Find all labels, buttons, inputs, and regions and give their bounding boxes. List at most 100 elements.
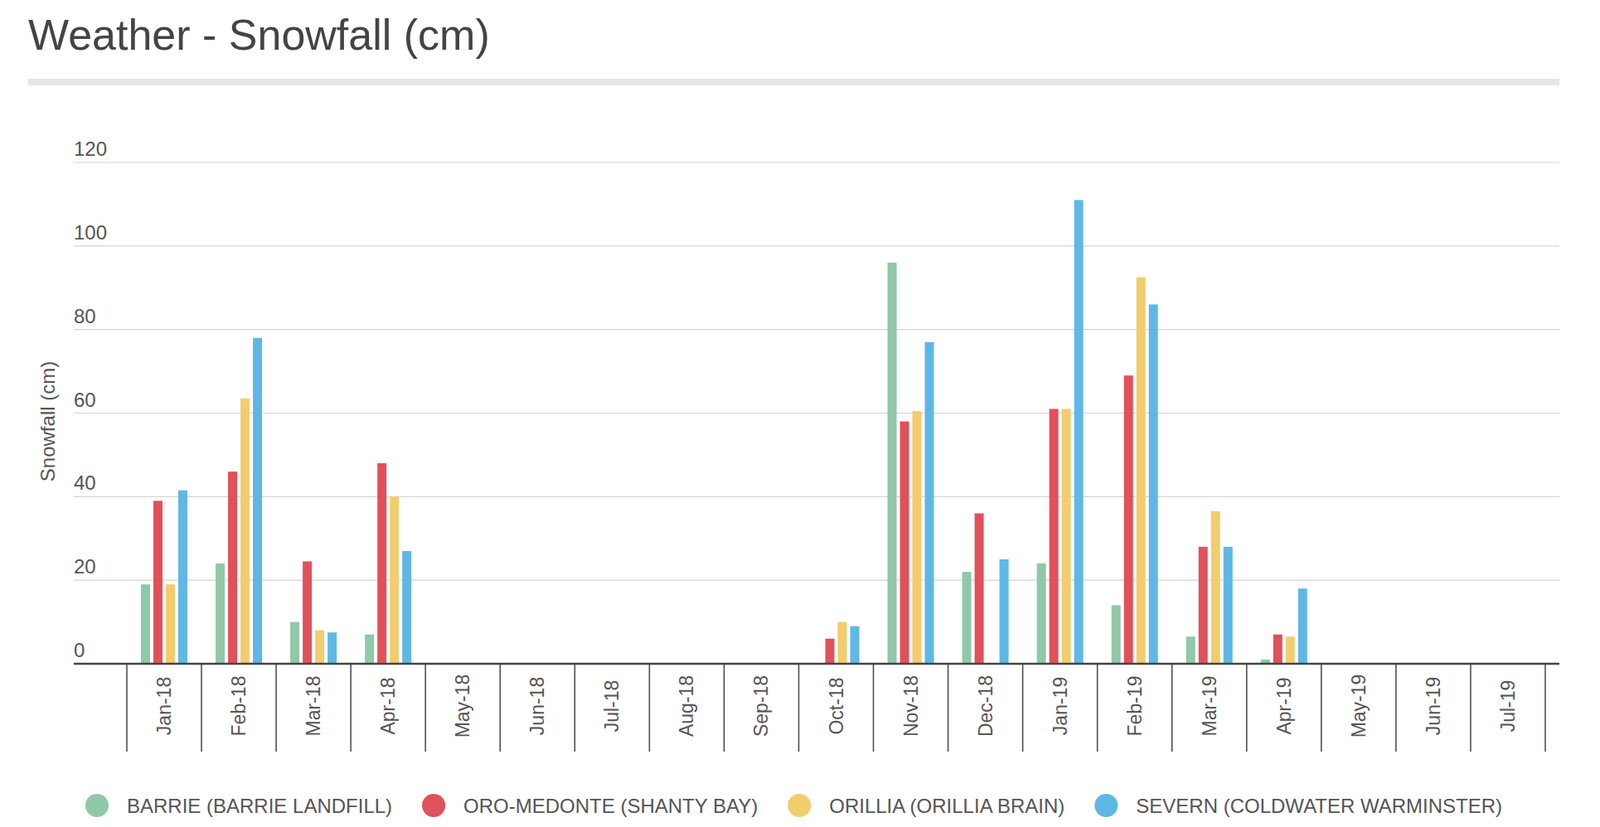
category-separator — [1246, 664, 1248, 752]
category-separator — [1544, 664, 1547, 752]
category-separator — [126, 664, 128, 752]
bar — [838, 622, 848, 665]
x-tick-label: Jan-19 — [1049, 677, 1072, 736]
bar — [912, 411, 922, 665]
y-tick-label: 100 — [73, 221, 107, 244]
y-axis-label: Snowfall (cm) — [36, 361, 59, 482]
category-separator — [723, 664, 726, 752]
grid-line — [73, 663, 1560, 665]
grid-line — [73, 412, 1560, 414]
legend-marker — [85, 794, 109, 818]
bar — [315, 630, 325, 665]
bar — [900, 421, 910, 665]
bar — [1061, 408, 1072, 665]
category-separator — [872, 664, 875, 752]
bar — [153, 500, 163, 665]
y-tick-label: 40 — [73, 471, 97, 495]
bar — [1198, 547, 1208, 665]
x-tick-label: Jan-18 — [153, 677, 175, 736]
x-tick-label: Aug-18 — [675, 675, 698, 737]
x-tick-label: Oct-18 — [825, 677, 848, 735]
legend-marker — [421, 794, 446, 818]
category-separator — [1022, 664, 1024, 752]
grid-line — [73, 329, 1560, 330]
bars — [140, 199, 1308, 665]
bar — [290, 622, 300, 665]
legend-label: ORILLIA (ORILLIA BRAIN) — [829, 795, 1065, 818]
category-separator — [1320, 664, 1323, 752]
category-separator — [947, 664, 950, 752]
bar — [1136, 277, 1146, 665]
bar — [1124, 375, 1134, 665]
category-separator — [649, 664, 651, 752]
bar — [215, 563, 225, 665]
bar — [377, 463, 387, 665]
bar — [1223, 547, 1233, 665]
category-separator — [499, 664, 502, 752]
bar — [140, 584, 151, 665]
x-tick-label: Feb-19 — [1124, 676, 1146, 737]
legend-label: SEVERN (COLDWATER WARMINSTER) — [1135, 795, 1503, 818]
category-separator — [200, 664, 203, 752]
x-tick-label: Jul-18 — [601, 680, 623, 733]
bar — [165, 584, 175, 665]
bar — [1186, 636, 1196, 665]
category-separator — [1395, 664, 1397, 752]
bar — [240, 398, 250, 665]
grid-line — [73, 245, 1560, 247]
category-separator — [1469, 664, 1472, 752]
bar — [1211, 511, 1221, 665]
bar — [1149, 304, 1159, 665]
x-tick-label: Apr-19 — [1273, 677, 1295, 735]
title: Weather - Snowfall (cm) — [28, 10, 490, 59]
bar — [1273, 635, 1283, 665]
y-tick-label: 80 — [73, 305, 97, 328]
x-tick-label: May-18 — [451, 674, 474, 739]
x-tick-label: Apr-18 — [377, 677, 399, 735]
bar — [1111, 605, 1121, 665]
title-rule — [28, 78, 1560, 86]
x-tick-label: Jun-18 — [526, 677, 548, 736]
category-separator — [275, 664, 277, 752]
category-separator — [574, 664, 577, 752]
bar — [1074, 199, 1084, 665]
grid-line — [73, 496, 1560, 498]
bar — [825, 639, 835, 665]
category-separator — [349, 664, 352, 752]
x-tick-label: Jun-19 — [1422, 677, 1445, 736]
x-tick-label: Dec-18 — [974, 675, 997, 737]
bar — [1037, 563, 1047, 665]
y-tick-label: 60 — [73, 388, 97, 412]
x-tick-label: Feb-18 — [227, 676, 250, 737]
y-tick-label: 0 — [73, 639, 85, 662]
grid-line — [73, 580, 1560, 582]
x-tick-label: May-19 — [1347, 674, 1370, 739]
legend-label: ORO-MEDONTE (SHANTY BAY) — [463, 795, 758, 818]
grid-line — [73, 161, 1560, 163]
bar — [389, 496, 399, 665]
bar — [364, 635, 374, 665]
legend-label: BARRIE (BARRIE LANDFILL) — [126, 795, 393, 818]
category-separator — [424, 664, 427, 752]
x-tick-label: Mar-19 — [1198, 676, 1221, 737]
category-separator — [798, 664, 800, 752]
legend-marker — [1094, 794, 1118, 818]
chart: Weather - Snowfall (cm) 0 20 40 60 80 100 120 Sn… — [0, 0, 1600, 827]
bar — [1298, 588, 1308, 665]
x-axis-line — [73, 663, 1560, 666]
x-tick-label: Mar-18 — [302, 676, 325, 737]
bar — [1285, 636, 1295, 665]
bar — [999, 559, 1009, 665]
bar — [402, 551, 412, 665]
x-tick-label: Jul-19 — [1497, 680, 1519, 733]
bar — [887, 262, 897, 665]
bar — [974, 513, 985, 665]
bar — [178, 490, 188, 665]
x-tick-label: Sep-18 — [750, 675, 772, 737]
y-tick-label: 20 — [73, 555, 97, 578]
x-tick-label: Nov-18 — [900, 675, 922, 737]
y-tick-label: 120 — [73, 137, 107, 160]
bar — [962, 572, 972, 665]
bar — [302, 561, 312, 665]
bar — [1049, 408, 1059, 665]
